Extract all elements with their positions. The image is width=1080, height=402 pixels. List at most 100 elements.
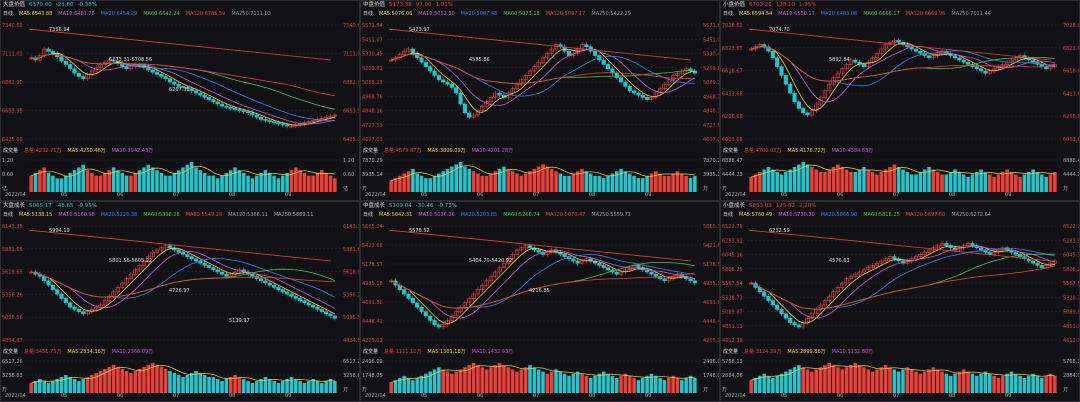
candle — [762, 291, 767, 297]
candle — [332, 315, 337, 319]
volume-bar — [1014, 174, 1018, 192]
volume-bar — [168, 371, 172, 393]
volume-bar — [432, 175, 437, 192]
volume-bar — [562, 373, 567, 393]
price-chart[interactable]: 7028.62 7028.62 6823.67 6823.67 6618.67 6618.… — [721, 19, 1080, 147]
volume-bar — [684, 175, 688, 192]
volume-bar — [90, 375, 94, 393]
volume-bar — [246, 175, 250, 192]
ma-value: MA120:6785.59 — [185, 11, 226, 17]
candle — [449, 315, 454, 321]
period-mode[interactable]: 日线 — [723, 11, 734, 17]
candle — [50, 284, 55, 290]
x-tick: 07 — [533, 192, 540, 198]
chart-panel-0[interactable]: 大盘价值 6370.00 -23.80 -0.38% 日线 MA5:6543.88 MA10… — [0, 0, 360, 201]
volume-bar — [840, 369, 845, 393]
period-mode[interactable]: 日线 — [363, 212, 374, 218]
x-axis: 2022/04 05 06 07 08 09 — [1, 190, 359, 200]
volume-bar — [68, 172, 72, 192]
candle — [779, 66, 784, 76]
candle — [63, 60, 68, 65]
vol-tick-right: 4444.23 — [1063, 172, 1080, 178]
price-annotation: 5578.52 — [409, 228, 430, 234]
volume-bar — [194, 371, 198, 393]
volume-value: 总量:3124.39万 — [744, 349, 782, 355]
chart-panel-3[interactable]: 大盘成长 5065.17 -48.65 -0.95% 日线 MA5:5138.15 MA10… — [0, 201, 360, 402]
candle — [402, 289, 407, 295]
volume-bar — [558, 371, 563, 393]
ma-value: MA60:6642.24 — [143, 11, 180, 17]
index-pct: -0.73% — [437, 203, 457, 209]
candle — [302, 300, 307, 304]
candle — [224, 105, 229, 108]
price-chart[interactable]: 6143.35 6143.35 5881.65 5881.65 5618.65 5618.… — [1, 220, 360, 348]
volume-bar — [398, 175, 402, 192]
volume-bar — [901, 369, 905, 393]
chart-panel-1[interactable]: 中盘价值 5173.38 97.00 1.91% 日线 MA5:5076.06 MA10:5… — [360, 0, 720, 201]
price-chart[interactable]: 5665.34 5665.34 5421.66 5421.66 5178.57 5178.… — [361, 220, 720, 348]
y-tick-left: 5178.57 — [362, 262, 383, 268]
index-name: 小盘价值 — [723, 2, 746, 8]
period-mode[interactable]: 日线 — [723, 212, 734, 218]
volume-bar — [823, 172, 827, 192]
candle — [180, 86, 186, 88]
candle — [610, 68, 615, 74]
y-tick-right: 4691.80 — [703, 300, 720, 306]
volume-bar — [797, 365, 801, 393]
candle — [1013, 251, 1018, 255]
candle — [111, 59, 116, 62]
volume-bar — [528, 171, 532, 192]
volume-bar — [957, 371, 962, 393]
volume-bar — [29, 175, 33, 192]
chart-panel-5[interactable]: 小盘成长 5853.03 125.62 2.20% 日线 MA5:5760.49 MA10:… — [720, 201, 1080, 402]
volume-bar — [528, 365, 532, 393]
vol-tick-left: 7870.29 — [362, 158, 383, 164]
candle — [536, 249, 541, 253]
candle — [198, 92, 203, 96]
price-chart[interactable]: 7340.60 7340.60 7111.03 7111.03 6882.90 6882.… — [1, 19, 360, 147]
candle — [133, 269, 138, 275]
y-tick-left: 6413.68 — [722, 91, 743, 97]
volume-bar — [454, 164, 459, 192]
volume-bar — [658, 173, 662, 192]
candle — [783, 313, 788, 319]
volume-bar — [645, 175, 649, 192]
vol-ma5 — [31, 166, 335, 177]
x-tick: 06 — [477, 393, 484, 399]
candle — [81, 76, 86, 80]
period-mode[interactable]: 日线 — [3, 11, 14, 17]
candle — [619, 77, 624, 83]
ma-value: MA5:5760.49 — [739, 212, 773, 218]
volume-value: MA5:4176.72万 — [787, 148, 826, 154]
y-tick-right: 5356.26 — [343, 292, 360, 298]
volume-bar — [662, 380, 667, 393]
price-chart[interactable]: 5571.84 5571.84 5451.07 5451.07 5330.45 5330.… — [361, 19, 720, 147]
y-tick-left: 6143.35 — [2, 224, 23, 230]
vol-tick-right: 1.20 — [343, 158, 354, 164]
x-tick: 06 — [837, 393, 844, 399]
candle — [636, 265, 641, 268]
volume-bar — [523, 173, 528, 192]
volume-bar — [55, 379, 59, 393]
volume-bar — [272, 175, 276, 192]
chart-panel-2[interactable]: 小盘价值 6703.26 128.10 1.95% 日线 MA5:6594.54 MA10:… — [720, 0, 1080, 201]
volume-bar — [393, 178, 398, 192]
volume-bar — [606, 373, 610, 393]
candle — [857, 271, 862, 275]
volume-bar — [211, 175, 216, 192]
volume-bar — [181, 167, 185, 192]
candle — [410, 298, 415, 304]
volume-bar — [90, 172, 94, 192]
period-mode[interactable]: 日线 — [363, 11, 374, 17]
volume-bar — [120, 172, 125, 192]
volume-bar — [220, 381, 224, 393]
price-chart[interactable]: 6522.79 6522.79 6283.92 6283.92 6045.16 6045.… — [721, 220, 1080, 348]
volume-bar — [567, 375, 571, 393]
period-mode[interactable]: 日线 — [3, 212, 14, 218]
volume-bar — [116, 367, 120, 393]
y-tick-right: 6425.00 — [343, 137, 360, 143]
volume-bar — [606, 175, 610, 192]
chart-panel-4[interactable]: 中盘成长 5109.04 -30.46 -0.73% 日线 MA5:5042.31 MA10… — [360, 201, 720, 402]
ma-line — [31, 247, 335, 315]
